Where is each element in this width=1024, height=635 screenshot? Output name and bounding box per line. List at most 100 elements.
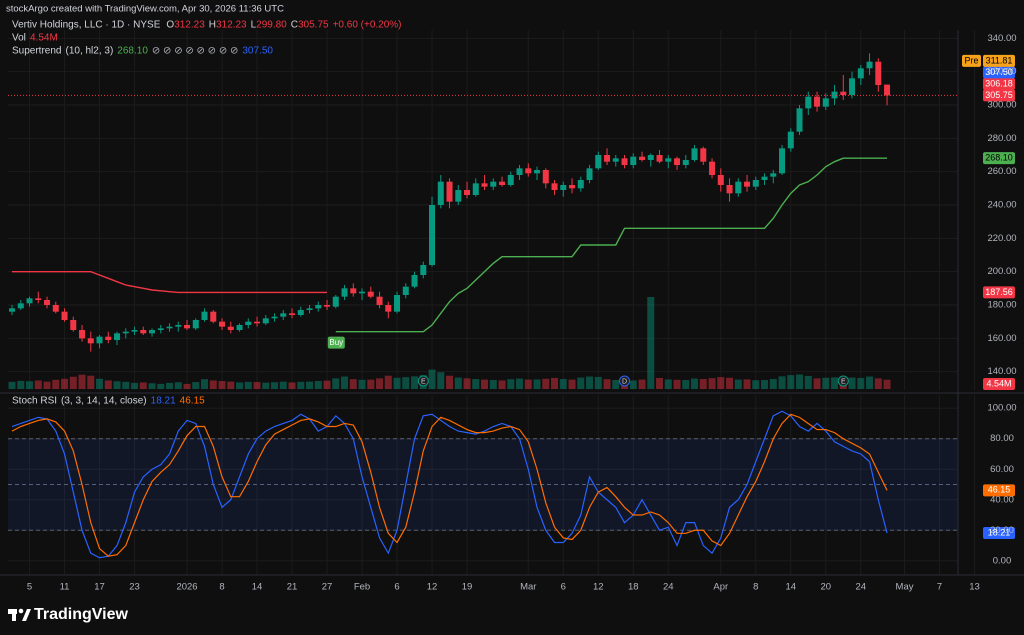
volume-bar [402,377,410,389]
volume-bar [761,380,769,389]
volume-bar [437,372,445,389]
pre-tag-bg [962,54,981,67]
candle-body [122,331,129,334]
candle-body [184,325,191,329]
y-tick-label: 80.00 [990,433,1014,444]
candle-body [219,321,226,327]
volume-bar [52,379,60,389]
volume-bar [507,379,515,389]
stoch-line [11,410,888,559]
volume-bar [87,375,95,389]
candle-body [630,156,637,165]
supertrend-value: 268.10 [117,46,148,57]
y-tick-label: 160.00 [987,333,1016,344]
volume-bar [463,378,471,389]
volume-bar [113,381,121,389]
volume-bar [743,379,751,389]
volume-bar [691,378,699,389]
candle-body [831,91,838,99]
candle-body [761,176,768,180]
volume-bar [699,378,707,389]
volume-bar [866,376,874,389]
volume-bar [411,376,419,389]
candle-body [210,311,217,322]
candle-body [822,98,829,107]
candle-body [297,310,304,315]
volume-bar [559,378,567,389]
candle-body [516,168,523,175]
price-tag-bg [983,77,1015,90]
candle-body [464,190,471,195]
event-label[interactable]: E [841,378,846,385]
x-tick-label: 14 [252,582,263,593]
volume-bar [367,379,375,389]
stoch-line [11,413,888,557]
volume-bar [271,382,279,389]
x-tick-label: 8 [753,582,758,593]
volume-bar [192,382,200,389]
price-tag: 311.81 [986,55,1013,65]
volume-bar [682,380,690,389]
candle-body [114,333,121,340]
buy-badge [327,336,345,349]
volume-bar [769,378,777,389]
candle-body [857,68,864,79]
supertrend-down [12,270,328,294]
volume-bar [708,378,716,389]
supertrend-up [335,157,888,333]
candle-body [420,265,427,275]
candle-body [376,296,383,305]
candle-body [341,288,348,297]
ohlc-value: 305.75 [298,20,329,31]
x-tick-label: 18 [628,582,639,593]
x-tick-label: May [896,582,914,593]
vol-name: Vol [12,33,26,44]
y-tick-label: 180.00 [987,300,1016,311]
candle-body [665,158,672,162]
candle-body [472,183,479,195]
candle-body [884,84,891,96]
x-tick-label: 12 [593,582,604,593]
grid [8,30,976,575]
candle-body [455,190,462,202]
ohlc-key: O [166,20,174,31]
volume-bar [8,381,16,389]
volume-bar [122,381,130,389]
y-tick-label: 220.00 [987,233,1016,244]
volume-bar [883,379,891,389]
event-label[interactable]: D [622,378,627,385]
volume-bar [306,381,314,389]
candle-body [332,296,339,307]
x-tick-label: Apr [713,582,728,593]
candle-body [507,175,514,185]
candle-body [446,181,453,202]
volume-bar [69,376,77,389]
volume-bar [664,379,672,389]
candle-body [840,91,847,95]
volume-bar [813,378,821,389]
x-tick-label: 7 [937,582,942,593]
volume-bar [673,379,681,389]
candle-body [525,168,532,174]
event-icon[interactable] [417,375,429,387]
logo-shape [12,609,16,621]
volume-bar [481,379,489,389]
candle-body [236,325,243,330]
volume-bar [533,379,541,389]
y-tick-label: 0.00 [993,555,1012,566]
event-icon[interactable] [619,375,631,387]
volume-bar [428,369,436,389]
candle-body [280,313,287,317]
event-icon[interactable] [837,375,849,387]
stoch-tag: 46.15 [988,485,1011,495]
stoch-value: 46.15 [180,396,205,407]
volume-bar [734,379,742,389]
volume-bar [104,380,112,389]
candle-body [551,183,558,190]
event-label[interactable]: E [421,378,426,385]
candle-body [254,321,261,324]
volume-bar [594,376,602,389]
candle-body [166,326,173,329]
marks [8,53,1015,559]
